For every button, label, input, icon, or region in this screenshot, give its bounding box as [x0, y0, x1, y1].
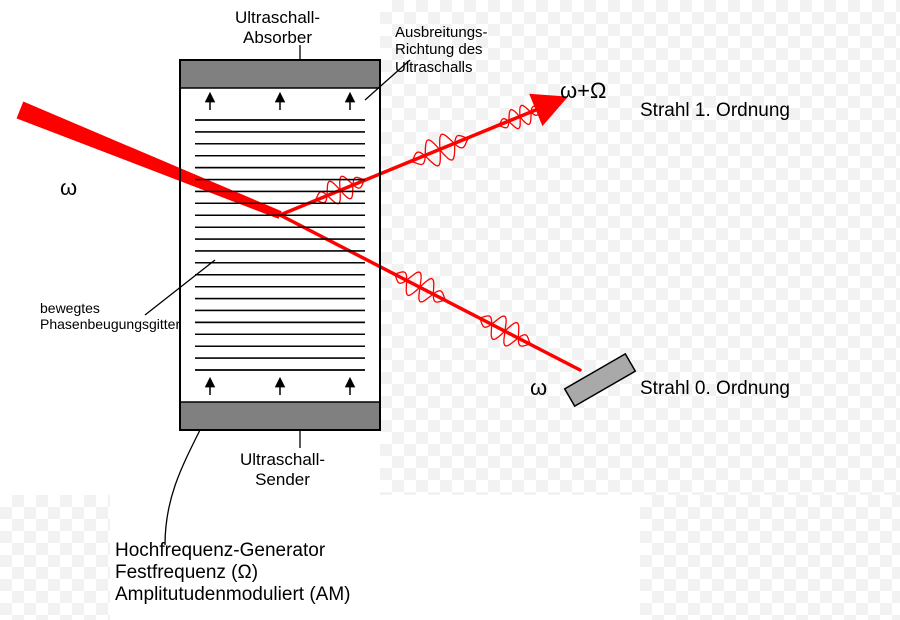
label-omega-in: ω — [60, 175, 77, 200]
label-absorber: Ultraschall- Absorber — [235, 8, 320, 47]
label-omega-plus: ω+Ω — [560, 78, 606, 103]
label-propagation: Ausbreitungs- Richtung des Ultraschalls — [395, 24, 488, 76]
label-generator: Hochfrequenz-Generator Festfrequenz (Ω) … — [115, 540, 350, 606]
label-order0: Strahl 0. Ordnung — [640, 378, 790, 400]
diagram-stage: Ultraschall- Absorber Ausbreitungs- Rich… — [0, 0, 900, 620]
label-order1: Strahl 1. Ordnung — [640, 100, 790, 122]
label-grating: bewegtes Phasenbeugungsgitter — [40, 300, 180, 332]
label-sender: Ultraschall- Sender — [240, 450, 325, 489]
label-omega-0: ω — [530, 375, 547, 400]
